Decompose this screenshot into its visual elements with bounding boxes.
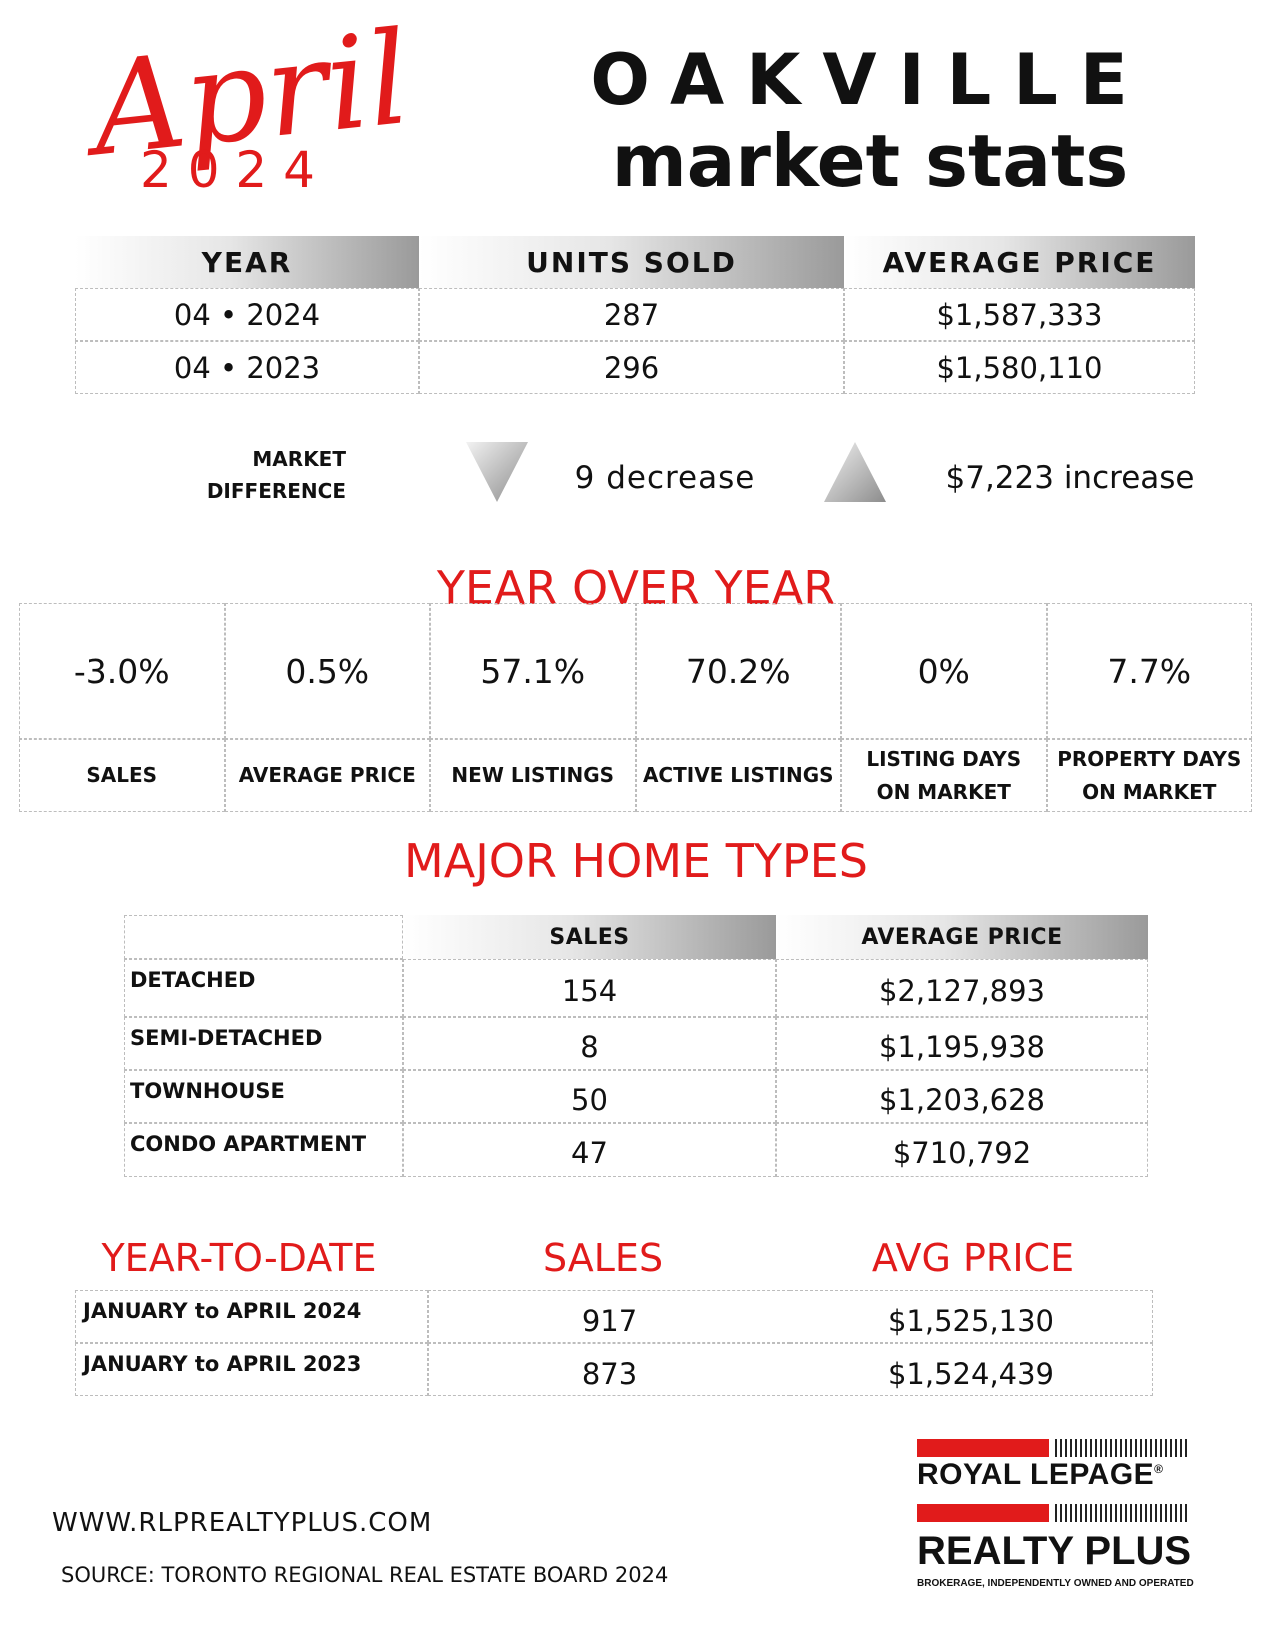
table-cell: $710,792 bbox=[776, 1123, 1148, 1177]
text-line: ON MARKET bbox=[876, 779, 1011, 804]
up-arrow bbox=[824, 442, 886, 502]
source: SOURCE: TORONTO REGIONAL REAL ESTATE BOA… bbox=[61, 1563, 669, 1587]
yoy-label: ACTIVE LISTINGS bbox=[635, 739, 841, 812]
column-header: SALES bbox=[403, 915, 776, 959]
yoy-value: 0% bbox=[841, 603, 1047, 739]
yoy-label: LISTING DAYS ON MARKET bbox=[841, 739, 1047, 812]
year: 2 0 2 4 bbox=[140, 141, 315, 199]
table-cell: 50 bbox=[403, 1070, 776, 1123]
row-label: DETACHED bbox=[124, 959, 403, 1017]
subtitle: market stats bbox=[611, 119, 1129, 203]
units-difference: 9 decrease bbox=[574, 460, 756, 496]
yoy-label: PROPERTY DAYS ON MARKET bbox=[1046, 739, 1252, 812]
table-cell: $1,525,130 bbox=[790, 1290, 1153, 1343]
text-line: PROPERTY DAYS bbox=[1057, 746, 1242, 771]
yoy-value: 0.5% bbox=[224, 603, 430, 739]
price-difference: $7,223 increase bbox=[945, 460, 1195, 496]
yoy-value: 7.7% bbox=[1046, 603, 1252, 739]
row-label: TOWNHOUSE bbox=[124, 1070, 403, 1123]
text-line: AVERAGE PRICE bbox=[238, 763, 416, 787]
logo-bar-bottom bbox=[917, 1504, 1190, 1522]
trend-arrows bbox=[466, 442, 886, 502]
blank-header bbox=[124, 915, 403, 959]
column-header: AVERAGE PRICE bbox=[776, 915, 1148, 959]
yoy-value: 70.2% bbox=[635, 603, 841, 739]
table-cell: $2,127,893 bbox=[776, 959, 1148, 1017]
text-line: DIFFERENCE bbox=[206, 479, 346, 503]
table-cell: 154 bbox=[403, 959, 776, 1017]
table-cell: $1,580,110 bbox=[844, 341, 1195, 394]
row-label: JANUARY to APRIL 2023 bbox=[75, 1343, 428, 1396]
logo-line1: ROYAL LEPAGE® bbox=[917, 1458, 1164, 1492]
table-cell: 04 • 2023 bbox=[75, 341, 419, 394]
text-line: ON MARKET bbox=[1082, 779, 1217, 804]
text-line: SALES bbox=[86, 763, 158, 787]
column-header: AVERAGE PRICE bbox=[844, 236, 1195, 288]
yoy-label: NEW LISTINGS bbox=[430, 739, 636, 812]
ytd-header: AVG PRICE bbox=[871, 1236, 1075, 1280]
table-cell: 47 bbox=[403, 1123, 776, 1177]
table-cell: $1,587,333 bbox=[844, 288, 1195, 341]
table-cell: $1,524,439 bbox=[790, 1343, 1153, 1396]
ytd-header: SALES bbox=[542, 1236, 664, 1280]
text-line: MARKET bbox=[252, 447, 346, 471]
table-cell: $1,203,628 bbox=[776, 1070, 1148, 1123]
difference-label: MARKET DIFFERENCE bbox=[150, 440, 346, 510]
logo-registered: ® bbox=[1154, 1462, 1164, 1476]
column-header: UNITS SOLD bbox=[419, 236, 844, 288]
text-line: LISTING DAYS bbox=[866, 746, 1022, 771]
table-cell: $1,195,938 bbox=[776, 1017, 1148, 1070]
table-cell: 287 bbox=[419, 288, 844, 341]
logo-brand: ROYAL LEPAGE bbox=[917, 1458, 1155, 1491]
logo-tagline: BROKERAGE, INDEPENDENTLY OWNED AND OPERA… bbox=[917, 1578, 1194, 1589]
yoy-label: AVERAGE PRICE bbox=[224, 739, 430, 812]
table-cell: 04 • 2024 bbox=[75, 288, 419, 341]
logo-line2: REALTY PLUS bbox=[917, 1529, 1192, 1573]
table-cell: 873 bbox=[428, 1343, 790, 1396]
row-label: SEMI-DETACHED bbox=[124, 1017, 403, 1070]
text-line: ACTIVE LISTINGS bbox=[642, 763, 834, 787]
website: WWW.RLPREALTYPLUS.COM bbox=[52, 1508, 433, 1538]
table-cell: 296 bbox=[419, 341, 844, 394]
logo-bar-top bbox=[917, 1439, 1190, 1457]
table-cell: 8 bbox=[403, 1017, 776, 1070]
yoy-value: -3.0% bbox=[19, 603, 225, 739]
row-label: CONDO APARTMENT bbox=[124, 1123, 403, 1177]
down-arrow bbox=[466, 442, 528, 502]
column-header: YEAR bbox=[75, 236, 419, 288]
city-title: OAKVILLE bbox=[590, 39, 1150, 121]
row-label: JANUARY to APRIL 2024 bbox=[75, 1290, 428, 1343]
yoy-value: 57.1% bbox=[430, 603, 636, 739]
ytd-header: YEAR-TO-DATE bbox=[101, 1236, 377, 1280]
text-line: NEW LISTINGS bbox=[451, 763, 615, 787]
section-title: MAJOR HOME TYPES bbox=[404, 834, 868, 888]
yoy-label: SALES bbox=[19, 739, 225, 812]
table-cell: 917 bbox=[428, 1290, 790, 1343]
